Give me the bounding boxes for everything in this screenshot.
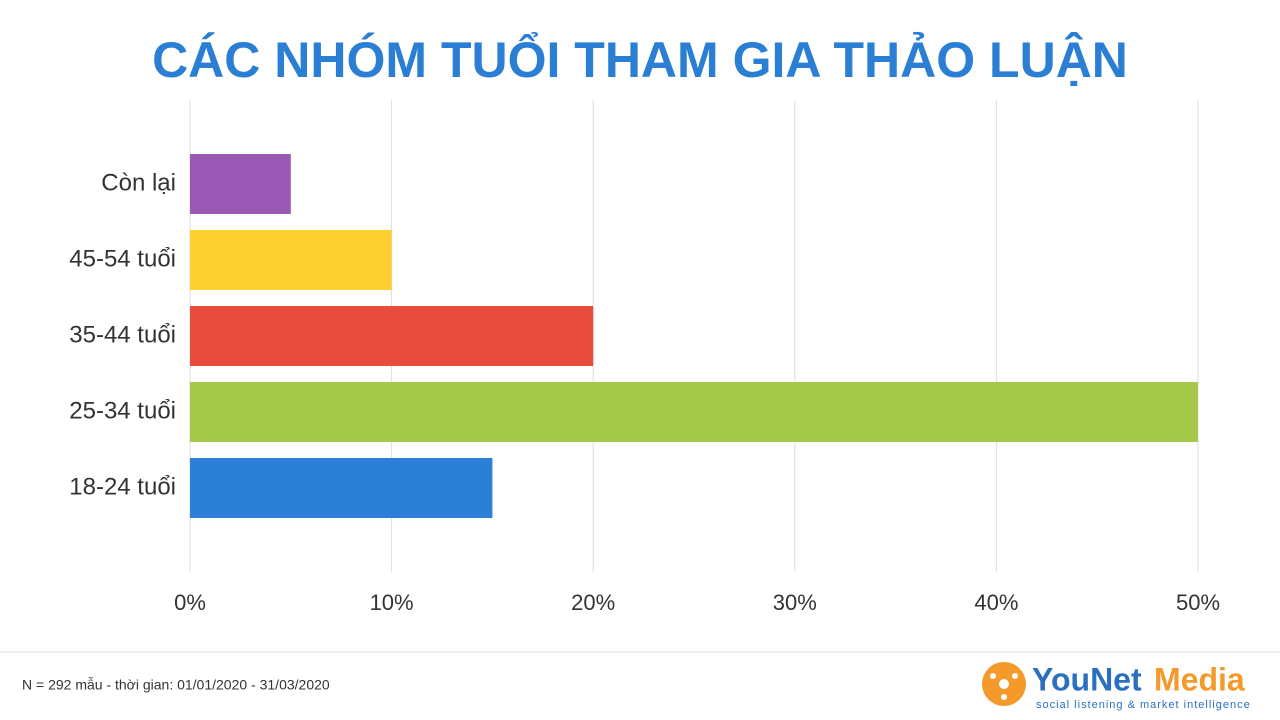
x-tick-label: 0% — [174, 590, 206, 615]
y-tick-label: 18-24 tuổi — [69, 473, 176, 500]
y-tick-label: 45-54 tuổi — [69, 245, 176, 272]
logo: YouNet Media social listening & market i… — [982, 661, 1251, 711]
logo-icon-dot — [1001, 694, 1007, 700]
logo-name: Media — [1154, 661, 1245, 697]
x-tick-label: 20% — [571, 590, 615, 615]
chart-title: CÁC NHÓM TUỔI THAM GIA THẢO LUẬN — [152, 31, 1128, 88]
y-tick-label: Còn lại — [101, 169, 176, 196]
bar — [190, 306, 594, 366]
bar — [190, 458, 493, 518]
x-tick-label: 50% — [1176, 590, 1220, 615]
y-tick-label: 35-44 tuổi — [69, 321, 176, 348]
x-tick-label: 30% — [773, 590, 817, 615]
logo-icon-dot — [1012, 673, 1018, 679]
x-tick-label: 10% — [370, 590, 414, 615]
logo-tagline: social listening & market intelligence — [1036, 699, 1251, 711]
y-tick-label: 25-34 tuổi — [69, 397, 176, 424]
logo-icon-dot — [990, 673, 996, 679]
x-tick-label: 40% — [974, 590, 1018, 615]
footer-note: N = 292 mẫu - thời gian: 01/01/2020 - 31… — [22, 677, 330, 693]
bar — [190, 230, 392, 290]
bar — [190, 382, 1198, 442]
logo-name: YouNet — [1032, 661, 1142, 697]
bar — [190, 154, 291, 214]
logo-icon-dot — [999, 679, 1009, 689]
